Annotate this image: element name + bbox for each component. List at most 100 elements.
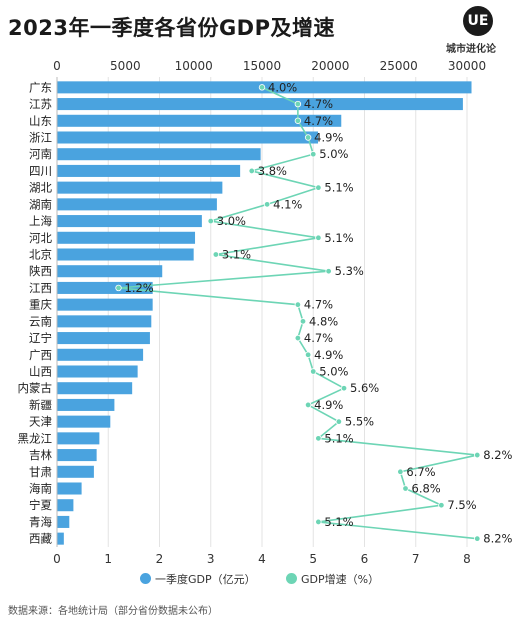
- growth-point: [294, 117, 302, 124]
- growth-data-label: 3.0%: [217, 214, 246, 228]
- bottom-axis-tick-label: 3: [207, 552, 215, 566]
- growth-point: [304, 401, 312, 409]
- category-label: 河南: [29, 147, 52, 161]
- bottom-axis-tick-label: 7: [412, 552, 420, 566]
- legend-gdp: 一季度GDP（亿元）: [140, 571, 256, 587]
- growth-point: [207, 217, 214, 225]
- growth-point: [402, 485, 409, 492]
- bar: [57, 382, 133, 395]
- bar: [57, 315, 152, 328]
- bar: [57, 248, 194, 261]
- growth-data-label: 4.7%: [304, 97, 333, 111]
- bar: [57, 482, 82, 495]
- chart-title: 2023年一季度各省份GDP及增速: [8, 16, 336, 40]
- bottom-axis-tick-label: 1: [104, 552, 112, 566]
- top-axis-tick-label: 25000: [380, 59, 418, 73]
- growth-data-label: 6.7%: [406, 465, 435, 479]
- category-label: 江苏: [29, 97, 52, 111]
- category-label: 河北: [29, 231, 52, 245]
- top-axis-tick-label: 30000: [448, 59, 486, 73]
- top-axis-tick-label: 10000: [175, 59, 213, 73]
- category-label: 广东: [29, 80, 52, 94]
- category-label: 广西: [29, 348, 52, 362]
- growth-point: [310, 151, 317, 158]
- brand-name: 城市进化论: [446, 44, 496, 55]
- bar: [57, 398, 115, 411]
- growth-data-label: 3.8%: [258, 164, 287, 178]
- legend-growth-label: GDP增速（%）: [301, 573, 380, 586]
- growth-data-label: 4.7%: [304, 298, 333, 312]
- bar: [57, 298, 153, 311]
- growth-line: [118, 86, 478, 540]
- bottom-axis-tick-label: 4: [258, 552, 266, 566]
- legend-growth-swatch: [286, 573, 297, 584]
- bottom-axis-tick-label: 5: [309, 552, 317, 566]
- category-label: 海南: [29, 482, 52, 496]
- category-label: 北京: [29, 248, 52, 262]
- bar: [57, 332, 150, 345]
- growth-data-label: 3.1%: [222, 248, 251, 262]
- bar: [57, 181, 223, 194]
- growth-data-label: 5.6%: [350, 381, 379, 395]
- category-label: 上海: [29, 214, 52, 228]
- bar: [57, 281, 153, 294]
- category-label: 四川: [29, 164, 52, 178]
- growth-point: [315, 234, 322, 241]
- growth-point: [438, 502, 445, 509]
- category-label: 云南: [29, 314, 52, 328]
- bottom-axis-tick-label: 6: [361, 552, 369, 566]
- growth-data-label: 5.0%: [319, 365, 348, 379]
- growth-line-layer: [115, 84, 481, 542]
- growth-data-label: 5.1%: [324, 515, 353, 529]
- bar: [57, 131, 319, 144]
- top-axis-tick-label: 20000: [311, 59, 349, 73]
- bar: [57, 465, 94, 478]
- growth-data-label: 5.1%: [324, 231, 353, 245]
- growth-point: [294, 100, 302, 108]
- growth-point: [397, 468, 404, 475]
- growth-data-label: 4.8%: [309, 314, 338, 328]
- growth-data-label: 5.1%: [324, 181, 353, 195]
- category-label: 甘肃: [29, 465, 52, 479]
- growth-data-label: 7.5%: [447, 498, 476, 512]
- bar: [57, 432, 100, 445]
- growth-point: [315, 518, 322, 526]
- growth-point: [304, 351, 312, 358]
- category-label: 西藏: [29, 532, 52, 546]
- growth-data-label: 5.1%: [324, 431, 353, 445]
- bar-layer: [57, 81, 472, 545]
- top-axis-tick-label: 15000: [243, 59, 281, 73]
- bar: [57, 415, 111, 428]
- growth-data-label: 6.8%: [412, 482, 441, 496]
- growth-data-label: 4.9%: [314, 398, 343, 412]
- bar: [57, 365, 138, 378]
- growth-data-label: 8.2%: [483, 532, 512, 546]
- bottom-axis-tick-label: 0: [53, 552, 61, 566]
- category-label: 吉林: [29, 448, 52, 462]
- data-source-note: 数据来源：各地统计局（部分省份数据未公布）: [8, 606, 218, 617]
- category-label: 宁夏: [29, 498, 52, 512]
- category-label: 湖南: [29, 197, 52, 211]
- bar: [57, 114, 342, 127]
- label-layer: 4.0% 4.7% 4.7% 4.9% 5.0% 3.8% 5.1% 4.1% 3.0% 5.1%…: [125, 80, 513, 545]
- bar: [57, 499, 74, 512]
- bar: [57, 515, 70, 528]
- growth-point: [115, 284, 122, 292]
- category-label: 新疆: [29, 398, 52, 412]
- brand-logo-icon: UE: [463, 6, 493, 36]
- growth-point: [325, 268, 332, 275]
- category-label: 青海: [29, 515, 52, 529]
- category-label: 陕西: [29, 264, 52, 278]
- growth-point: [263, 201, 271, 208]
- growth-data-label: 4.7%: [304, 114, 333, 128]
- growth-point: [212, 251, 220, 258]
- growth-data-label: 4.9%: [314, 131, 343, 145]
- growth-data-label: 1.2%: [125, 281, 154, 295]
- category-label: 江西: [29, 281, 52, 295]
- growth-point: [248, 167, 255, 175]
- growth-data-label: 4.0%: [268, 80, 297, 94]
- growth-data-label: 8.2%: [483, 448, 512, 462]
- growth-point: [294, 301, 302, 308]
- bar: [57, 348, 144, 361]
